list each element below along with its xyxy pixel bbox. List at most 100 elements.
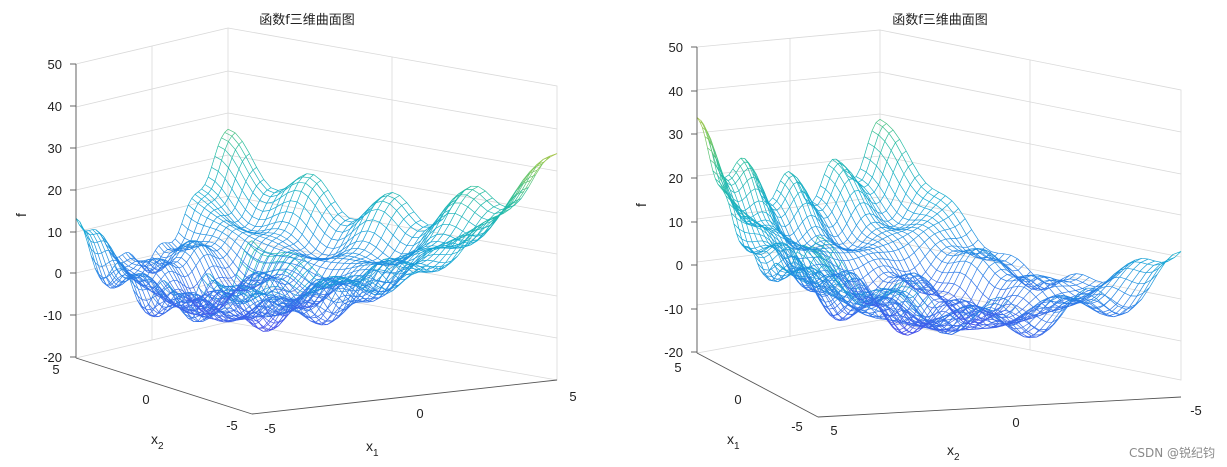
- mesh-segment: [343, 259, 350, 264]
- mesh-segment: [433, 260, 440, 263]
- mesh-segment: [319, 233, 325, 243]
- mesh-segment: [892, 218, 899, 224]
- mesh-segment: [263, 179, 272, 188]
- mesh-segment: [392, 192, 400, 196]
- mesh-segment: [269, 201, 274, 211]
- mesh-segment: [278, 292, 285, 297]
- mesh-segment: [140, 285, 146, 289]
- mesh-segment: [155, 286, 161, 295]
- mesh-segment: [211, 156, 216, 168]
- mesh-segment: [871, 232, 878, 236]
- mesh-segment: [910, 184, 917, 194]
- mesh-segment: [222, 301, 229, 305]
- mesh-segment: [274, 252, 279, 257]
- mesh-segment: [213, 220, 220, 225]
- mesh-segment: [190, 232, 195, 242]
- mesh-segment: [255, 260, 260, 272]
- mesh-segment: [323, 189, 329, 194]
- mesh-segment: [244, 226, 252, 231]
- mesh-segment: [293, 308, 300, 314]
- x2-tick-label: 0: [142, 392, 149, 407]
- mesh-segment: [256, 254, 262, 262]
- mesh-segment: [248, 272, 255, 277]
- mesh-segment: [354, 278, 361, 287]
- mesh-segment: [880, 227, 887, 232]
- mesh-segment: [881, 232, 888, 237]
- mesh-segment: [281, 302, 289, 306]
- mesh-segment: [276, 274, 282, 278]
- mesh-segment: [131, 261, 136, 264]
- mesh-segment: [480, 200, 487, 206]
- mesh-segment: [219, 257, 224, 260]
- mesh-segment: [198, 191, 206, 197]
- mesh-segment: [542, 155, 551, 164]
- mesh-segment: [392, 285, 399, 292]
- mesh-segment: [247, 318, 254, 327]
- mesh-segment: [145, 265, 151, 273]
- mesh-segment: [887, 243, 894, 252]
- mesh-segment: [349, 256, 355, 260]
- mesh-segment: [272, 301, 278, 306]
- mesh-segment: [282, 256, 289, 258]
- mesh-segment: [290, 294, 296, 299]
- mesh-segment: [308, 277, 315, 283]
- mesh-segment: [1069, 281, 1077, 286]
- mesh-segment: [921, 219, 928, 222]
- mesh-segment: [365, 269, 372, 271]
- mesh-segment: [382, 274, 389, 282]
- mesh-segment: [464, 232, 472, 243]
- mesh-segment: [228, 141, 236, 150]
- x1-axis-label-sub: 1: [373, 448, 379, 459]
- mesh-segment: [882, 238, 889, 244]
- mesh-segment: [194, 294, 199, 297]
- mesh-segment: [206, 290, 213, 301]
- mesh-segment: [461, 216, 469, 222]
- mesh-segment: [101, 266, 107, 278]
- mesh-segment: [486, 197, 493, 202]
- mesh-segment: [297, 240, 305, 248]
- mesh-segment: [114, 265, 119, 273]
- mesh-segment: [954, 226, 962, 238]
- mesh-segment: [919, 247, 926, 257]
- mesh-segment: [168, 255, 175, 261]
- mesh-segment: [180, 238, 185, 245]
- mesh-segment: [237, 301, 244, 310]
- mesh-segment: [234, 132, 243, 142]
- mesh-segment: [248, 312, 254, 317]
- mesh-segment: [271, 237, 277, 242]
- mesh-segment: [126, 258, 131, 261]
- mesh-segment: [242, 314, 249, 322]
- mesh-segment: [238, 199, 246, 210]
- mesh-segment: [919, 174, 927, 184]
- mesh-segment: [884, 141, 892, 151]
- mesh-segment: [300, 183, 306, 192]
- mesh-segment: [276, 255, 283, 257]
- mesh-segment: [893, 250, 900, 261]
- mesh-segment: [200, 315, 205, 318]
- mesh-segment: [284, 283, 290, 285]
- mesh-segment: [213, 304, 220, 310]
- x2-tick-label: -5: [226, 418, 238, 433]
- mesh-segment: [162, 260, 169, 265]
- mesh-segment: [208, 235, 213, 242]
- mesh-segment: [181, 309, 187, 313]
- mesh-segment: [449, 223, 457, 228]
- mesh-segment: [272, 305, 279, 310]
- mesh-segment: [320, 261, 326, 268]
- mesh-segment: [319, 306, 327, 312]
- mesh-segment: [150, 298, 156, 308]
- mesh-segment: [263, 307, 270, 314]
- mesh-segment: [152, 273, 157, 280]
- mesh-segment: [208, 305, 214, 311]
- mesh-segment: [878, 184, 885, 195]
- mesh-segment: [320, 318, 327, 322]
- mesh-segment: [932, 188, 940, 193]
- mesh-segment: [321, 319, 328, 324]
- mesh-segment: [94, 252, 99, 255]
- mesh-segment: [134, 270, 139, 274]
- mesh-segment: [523, 180, 531, 192]
- mesh-segment: [163, 296, 169, 301]
- mesh-segment: [180, 275, 186, 287]
- mesh-segment: [201, 196, 206, 200]
- mesh-segment: [301, 191, 309, 198]
